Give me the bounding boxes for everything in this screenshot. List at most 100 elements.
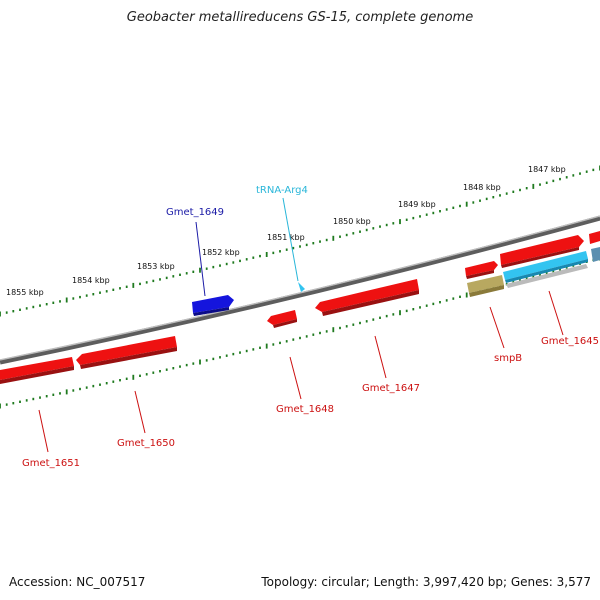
- outer-tick: [532, 183, 535, 189]
- inner-tick: [259, 346, 261, 349]
- outer-tick: [99, 291, 101, 294]
- genome-backbone: [0, 215, 600, 365]
- inner-tick: [552, 270, 555, 273]
- kbp-label-1852: 1852 kbp: [202, 248, 240, 257]
- outer-tick: [79, 295, 81, 299]
- outer-tick: [585, 170, 588, 173]
- inner-tick: [165, 368, 168, 371]
- inner-tick: [559, 268, 561, 271]
- outer-tick: [259, 254, 261, 258]
- accession-text: Accession: NC_007517: [9, 575, 146, 589]
- inner-tick: [85, 386, 88, 389]
- inner-tick: [285, 340, 288, 343]
- kbp-label-1849: 1849 kbp: [398, 200, 436, 209]
- inner-tick: [545, 271, 548, 275]
- outer-tick: [345, 233, 348, 237]
- outer-tick: [512, 190, 515, 193]
- kbp-label-1847: 1847 kbp: [528, 165, 566, 174]
- inner-tick: [25, 399, 28, 402]
- outer-tick: [505, 192, 508, 195]
- inner-tick: [12, 402, 15, 405]
- inner-tick: [385, 314, 388, 318]
- leader-gmet-1647: [374, 335, 387, 379]
- outer-tick: [185, 272, 188, 275]
- leader-gmet-1649: [195, 221, 206, 297]
- inner-tick: [305, 335, 308, 338]
- outer-tick: [545, 181, 548, 184]
- inner-tick: [199, 359, 201, 365]
- gene-edge-upper[interactable]: [589, 231, 600, 244]
- outer-tick: [472, 201, 475, 204]
- gene-edge-lower[interactable]: [591, 247, 600, 262]
- outer-tick: [572, 174, 575, 177]
- inner-tick: [539, 273, 541, 277]
- label-gmet-1651: Gmet_1651: [22, 458, 80, 469]
- inner-tick: [39, 396, 41, 399]
- label-gmet-1650: Gmet_1650: [117, 438, 175, 449]
- gene-gmet-1645[interactable]: [500, 235, 584, 268]
- inner-tick: [179, 365, 181, 368]
- gene-smpb[interactable]: [467, 275, 504, 297]
- leader-smpb: [489, 306, 505, 349]
- inner-tick: [419, 306, 421, 309]
- gene-gmet-1651[interactable]: [0, 357, 74, 384]
- outer-tick: [299, 245, 301, 248]
- outer-tick: [332, 235, 335, 241]
- gene-smpb-upper[interactable]: [465, 261, 498, 279]
- gene-gmet-1645-cyan[interactable]: [503, 251, 588, 283]
- inner-tick: [272, 343, 275, 346]
- outer-tick: [419, 215, 421, 218]
- outer-tick: [212, 265, 215, 269]
- outer-tick: [245, 258, 248, 261]
- inner-tick: [52, 393, 55, 396]
- outer-tick: [339, 235, 341, 238]
- outer-tick: [199, 267, 201, 273]
- outer-tick: [359, 230, 361, 233]
- outer-tick: [379, 225, 381, 228]
- outer-tick: [319, 240, 321, 243]
- kbp-label-1850: 1850 kbp: [333, 217, 371, 226]
- inner-tick: [232, 352, 235, 356]
- trna-arg4-feature[interactable]: [298, 282, 305, 292]
- outer-tick: [252, 256, 255, 259]
- outer-tick: [119, 287, 121, 290]
- topology-text: Topology: circular; Length: 3,997,420 bp…: [261, 575, 591, 589]
- outer-tick: [19, 308, 21, 311]
- inner-tick: [565, 266, 568, 269]
- leader-gmet-1648: [289, 356, 302, 400]
- outer-tick: [72, 297, 75, 300]
- outer-tick: [172, 275, 175, 278]
- inner-tick: [152, 371, 155, 374]
- gene-gmet-1649[interactable]: [192, 295, 234, 316]
- label-trna-arg4: tRNA-Arg4: [256, 185, 308, 196]
- label-gmet-1645: Gmet_1645: [541, 336, 599, 347]
- outer-tick: [405, 218, 408, 221]
- inner-tick: [65, 389, 68, 395]
- outer-tick: [32, 305, 35, 309]
- inner-tick: [245, 349, 248, 353]
- kbp-label-1853: 1853 kbp: [137, 262, 175, 271]
- inner-tick: [405, 309, 408, 313]
- inner-tick: [225, 354, 228, 357]
- inner-tick: [125, 377, 128, 380]
- gene-gmet-1650[interactable]: [76, 336, 177, 369]
- kbp-label-1851: 1851 kbp: [267, 233, 305, 242]
- gene-gmet-1648[interactable]: [267, 310, 297, 328]
- inner-tick: [352, 323, 355, 326]
- outer-tick: [12, 310, 15, 313]
- gene-gmet-1647[interactable]: [315, 279, 419, 316]
- inner-tick: [205, 359, 208, 362]
- outer-tick: [205, 267, 208, 270]
- outer-tick: [312, 242, 315, 245]
- grey-feature[interactable]: [506, 264, 588, 288]
- inner-tick: [432, 302, 435, 306]
- inner-tick: [525, 277, 528, 280]
- outer-tick: [39, 304, 41, 307]
- inner-tick: [159, 370, 161, 373]
- outer-tick: [165, 276, 168, 280]
- kbp-label-1855: 1855 kbp: [6, 288, 44, 297]
- genome-backbone-highlight: [0, 215, 600, 361]
- inner-tick: [392, 313, 395, 316]
- inner-tick: [139, 374, 141, 377]
- inner-tick: [452, 297, 455, 300]
